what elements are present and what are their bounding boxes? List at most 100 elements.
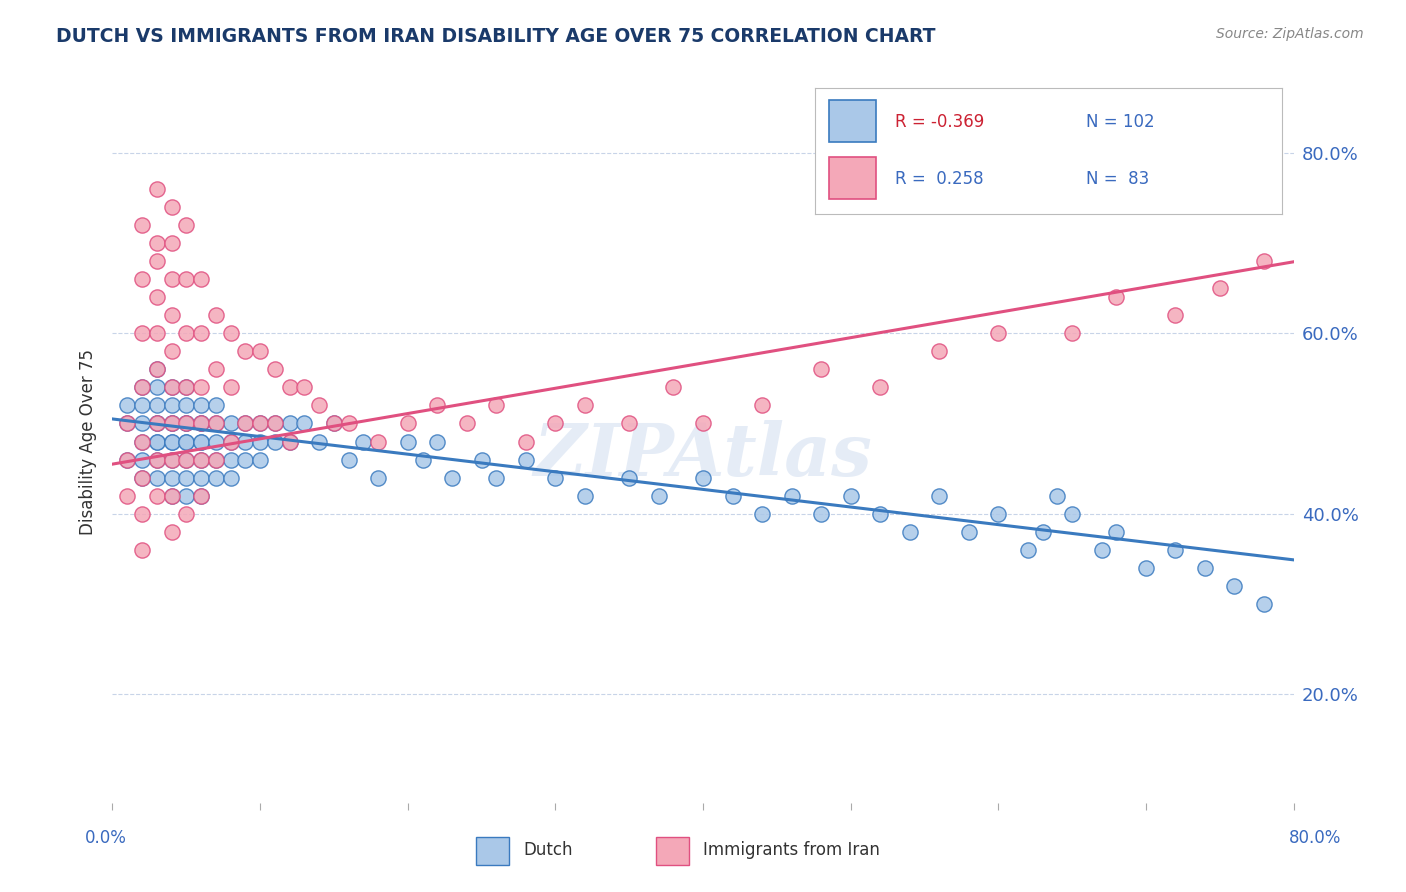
Point (411, 452, 433, 467)
Point (190, 417, 212, 431)
Point (1091, 542, 1114, 557)
Point (146, 380, 169, 394)
Point (146, 326, 169, 341)
Point (131, 434, 153, 449)
Point (1194, 561, 1216, 575)
Text: Source: ZipAtlas.com: Source: ZipAtlas.com (1216, 27, 1364, 41)
Point (117, 417, 138, 431)
Point (233, 452, 256, 467)
Point (205, 452, 228, 467)
Point (426, 398, 449, 412)
Point (1208, 281, 1232, 295)
Point (190, 434, 212, 449)
Point (515, 434, 537, 449)
Point (485, 398, 508, 412)
Point (1062, 507, 1084, 521)
Point (190, 326, 212, 341)
Point (190, 417, 212, 431)
Point (1164, 542, 1187, 557)
Point (146, 434, 169, 449)
Point (146, 290, 169, 304)
Point (131, 218, 153, 232)
Point (174, 218, 197, 232)
Point (544, 417, 567, 431)
Point (839, 489, 862, 503)
Point (160, 380, 183, 394)
Text: DUTCH VS IMMIGRANTS FROM IRAN DISABILITY AGE OVER 75 CORRELATION CHART: DUTCH VS IMMIGRANTS FROM IRAN DISABILITY… (56, 27, 936, 45)
Point (160, 272, 183, 286)
Point (928, 489, 950, 503)
Point (160, 200, 183, 214)
Point (308, 398, 330, 412)
Point (898, 524, 921, 539)
Point (131, 542, 153, 557)
Point (131, 380, 153, 394)
Point (264, 417, 287, 431)
Point (264, 362, 287, 376)
Point (190, 398, 212, 412)
Point (160, 417, 183, 431)
Point (219, 380, 242, 394)
Point (1223, 579, 1246, 593)
Point (323, 417, 346, 431)
Point (174, 398, 197, 412)
Point (190, 452, 212, 467)
Point (249, 417, 271, 431)
Point (396, 417, 419, 431)
Point (780, 489, 803, 503)
Point (278, 417, 301, 431)
Point (146, 471, 169, 485)
Point (367, 434, 389, 449)
Point (131, 434, 153, 449)
Point (619, 471, 641, 485)
Point (205, 471, 228, 485)
Point (190, 489, 212, 503)
Point (174, 471, 197, 485)
Point (146, 362, 169, 376)
Point (1253, 597, 1275, 611)
Point (647, 489, 671, 503)
Point (160, 434, 183, 449)
Point (174, 326, 197, 341)
Point (174, 452, 197, 467)
Point (146, 452, 169, 467)
Point (1032, 524, 1054, 539)
Point (264, 434, 287, 449)
Point (174, 380, 197, 394)
Point (174, 434, 197, 449)
Point (131, 380, 153, 394)
Point (174, 417, 197, 431)
Point (233, 417, 256, 431)
Point (219, 434, 242, 449)
Point (987, 326, 1010, 341)
Point (308, 434, 330, 449)
Point (1253, 253, 1275, 268)
Point (721, 489, 744, 503)
Point (1046, 489, 1069, 503)
Point (233, 344, 256, 359)
Point (1017, 542, 1039, 557)
Point (278, 434, 301, 449)
Point (160, 489, 183, 503)
Point (292, 417, 315, 431)
Point (174, 452, 197, 467)
Point (146, 398, 169, 412)
Text: 0.0%: 0.0% (84, 829, 127, 847)
Point (174, 380, 197, 394)
Point (352, 434, 374, 449)
Point (205, 308, 228, 322)
Point (470, 452, 494, 467)
Point (810, 362, 832, 376)
Point (131, 398, 153, 412)
Point (190, 380, 212, 394)
Point (233, 417, 256, 431)
Text: ZIPAtlas: ZIPAtlas (534, 420, 872, 491)
Point (160, 452, 183, 467)
Point (190, 489, 212, 503)
Point (146, 253, 169, 268)
Point (174, 272, 197, 286)
Point (117, 417, 138, 431)
Point (146, 434, 169, 449)
Point (1164, 308, 1187, 322)
Point (205, 398, 228, 412)
